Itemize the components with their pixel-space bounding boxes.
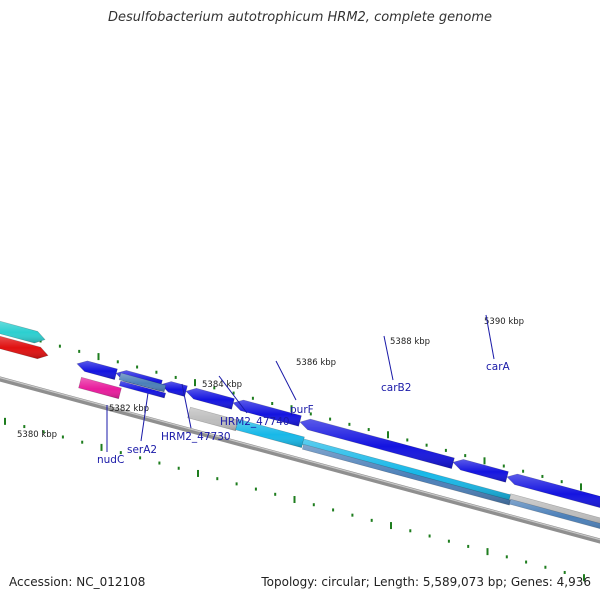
scale-tick-label: 5386 kbp (296, 358, 336, 368)
map-title: Desulfobacterium autotrophicum HRM2, com… (107, 10, 493, 25)
gene-block-shading (302, 438, 511, 501)
leader-line (275, 360, 297, 401)
gene-block-shading (119, 373, 166, 392)
gene-label: purF (290, 404, 314, 416)
scale-tick-label: 5390 kbp (484, 317, 524, 327)
scale-tick-label: 5384 kbp (202, 380, 242, 390)
backbone-line (0, 376, 600, 544)
genome-backbone (0, 376, 600, 544)
gene-features (0, 320, 600, 529)
scale-tick-labels: 5380 kbp 5382 kbp 5384 kbp 5386 kbp 5388 kbp… (17, 317, 524, 440)
gene-block-shading (509, 499, 600, 529)
gene-arrow-icon-shading (233, 400, 302, 427)
scale-tick-label: 5388 kbp (390, 337, 430, 347)
gene-label: serA2 (127, 444, 157, 456)
accession-label: Accession: NC_012108 (9, 575, 146, 589)
gene-arrow-icon-shading (453, 459, 509, 483)
gene-arrow-icon-shading (186, 388, 235, 410)
gene-block-shading (235, 419, 305, 448)
gene-block-shading (302, 444, 511, 506)
gene-label: nudC (97, 454, 124, 466)
leader-line (140, 392, 149, 442)
backbone-highlight (0, 376, 600, 541)
gene-block-shading (187, 407, 239, 431)
leader-line (485, 314, 495, 360)
genome-summary-label: Topology: circular; Length: 5,589,073 bp… (261, 575, 591, 589)
gene-label: HRM2_47740 (220, 416, 290, 428)
gene-label: carB2 (381, 382, 411, 394)
gene-arrow-icon-shading (0, 321, 45, 343)
gene-arrow-icon-shading (507, 474, 600, 508)
leader-line (218, 375, 248, 414)
gene-arrow-icon-shading (77, 360, 118, 380)
scale-ticks (1, 327, 585, 582)
gene-label: carA (486, 361, 511, 373)
gene-arrow-icon-shading (161, 381, 188, 397)
gene-label: HRM2_47730 (161, 431, 231, 443)
scale-tick-label: 5382 kbp (109, 404, 149, 414)
gene-arrow-icon-shading (0, 336, 48, 359)
leader-line (181, 383, 192, 429)
gene-block-shading (119, 381, 166, 398)
gene-block-shading (509, 493, 600, 525)
label-leader-lines (106, 314, 495, 452)
leader-line (383, 335, 394, 381)
gene-block-shading (78, 377, 122, 399)
scale-tick-label: 5380 kbp (17, 430, 57, 440)
gene-arrow-icon-shading (300, 419, 455, 469)
